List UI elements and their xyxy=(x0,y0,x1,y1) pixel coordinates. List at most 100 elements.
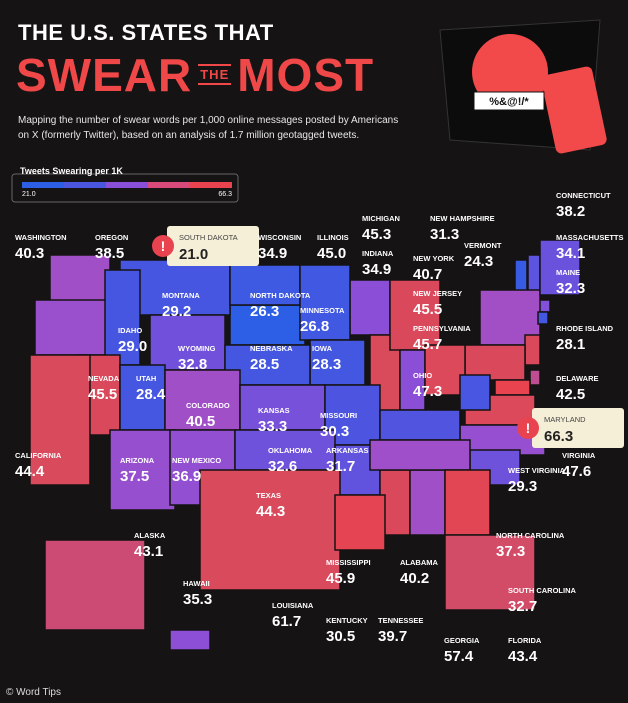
state-shape xyxy=(34,299,111,356)
state-shape xyxy=(494,379,531,396)
state-value: 45.5 xyxy=(413,301,442,318)
title-word: THE xyxy=(198,64,232,86)
state-name: PENNSYLVANIA xyxy=(413,324,471,333)
state-shape xyxy=(537,311,549,325)
state-value: 32.8 xyxy=(178,356,207,373)
state-name: NEW YORK xyxy=(413,254,455,263)
state-value: 66.3 xyxy=(544,428,573,445)
state-shape xyxy=(524,334,541,366)
state-name: MAINE xyxy=(556,268,580,277)
state-value: 31.3 xyxy=(430,226,459,243)
title-main: SWEAR THE MOST xyxy=(16,48,374,102)
state-shape xyxy=(444,469,491,536)
legend-swatch xyxy=(190,182,232,188)
state-value: 24.3 xyxy=(464,253,493,270)
state-value: 39.7 xyxy=(378,628,407,645)
state-name: OHIO xyxy=(413,371,432,380)
title-word: MOST xyxy=(237,49,375,101)
state-name: FLORIDA xyxy=(508,636,542,645)
state-name: MISSISSIPPI xyxy=(326,558,371,567)
state-name: ALASKA xyxy=(134,531,166,540)
state-shape xyxy=(379,409,461,441)
callout-mark: ! xyxy=(526,420,531,436)
state-name: ILLINOIS xyxy=(317,233,349,242)
state-name: MISSOURI xyxy=(320,411,357,420)
state-shape xyxy=(464,344,526,381)
state-shape xyxy=(29,354,91,486)
state-name: TEXAS xyxy=(256,491,281,500)
state-shape xyxy=(229,264,301,306)
state-value: 21.0 xyxy=(179,246,208,263)
state-value: 38.5 xyxy=(95,245,124,262)
state-name: OREGON xyxy=(95,233,128,242)
state-name: UTAH xyxy=(136,374,156,383)
state-name: NORTH CAROLINA xyxy=(496,531,565,540)
state-shape xyxy=(169,629,211,651)
state-value: 29.3 xyxy=(508,478,537,495)
state-name: NORTH DAKOTA xyxy=(250,291,311,300)
state-value: 40.2 xyxy=(400,570,429,587)
state-name: NEW JERSEY xyxy=(413,289,462,298)
state-name: CONNECTICUT xyxy=(556,191,611,200)
state-shape xyxy=(444,534,536,611)
state-value: 28.3 xyxy=(312,356,341,373)
state-shape xyxy=(334,494,386,551)
state-name: WISCONSIN xyxy=(258,233,301,242)
state-value: 45.5 xyxy=(88,386,117,403)
state-value: 57.4 xyxy=(444,648,474,665)
state-value: 28.4 xyxy=(136,386,166,403)
state-value: 45.9 xyxy=(326,570,355,587)
state-shape xyxy=(349,279,391,336)
state-value: 34.1 xyxy=(556,245,585,262)
state-value: 37.3 xyxy=(496,543,525,560)
state-value: 42.5 xyxy=(556,386,585,403)
state-name: MASSACHUSETTS xyxy=(556,233,624,242)
state-value: 43.1 xyxy=(134,543,163,560)
state-name: WEST VIRGINIA xyxy=(508,466,566,475)
state-shape xyxy=(234,429,336,471)
state-shape xyxy=(239,384,326,431)
state-shape xyxy=(539,239,581,296)
state-shape xyxy=(164,369,241,431)
footer: © Word Tips xyxy=(6,687,61,698)
state-name: ARKANSAS xyxy=(326,446,369,455)
state-value: 32.6 xyxy=(268,458,297,475)
state-value: 30.5 xyxy=(326,628,355,645)
state-value: 28.5 xyxy=(250,356,279,373)
state-name: HAWAII xyxy=(183,579,210,588)
state-name: VERMONT xyxy=(464,241,502,250)
state-shape xyxy=(399,349,426,411)
illustration: %&@!/* xyxy=(439,19,607,154)
title-word: SWEAR xyxy=(16,49,193,101)
state-name: MARYLAND xyxy=(544,415,586,424)
state-shape xyxy=(104,269,141,366)
state-name: ARIZONA xyxy=(120,456,155,465)
state-name: DELAWARE xyxy=(556,374,599,383)
state-value: 37.5 xyxy=(120,468,149,485)
state-name: ALABAMA xyxy=(400,558,438,567)
state-name: SOUTH DAKOTA xyxy=(179,233,238,242)
callout-badge xyxy=(517,417,539,439)
state-name: IOWA xyxy=(312,344,333,353)
state-value: 26.3 xyxy=(250,303,279,320)
state-shape xyxy=(409,469,446,536)
state-name: COLORADO xyxy=(186,401,230,410)
state-value: 28.1 xyxy=(556,336,585,353)
state-value: 44.3 xyxy=(256,503,285,520)
state-shape xyxy=(529,369,541,386)
state-name: VIRGINIA xyxy=(562,451,596,460)
title-line: THE U.S. STATES THAT xyxy=(18,20,274,45)
state-value: 36.9 xyxy=(172,468,201,485)
state-shape xyxy=(44,539,146,631)
state-value: 34.9 xyxy=(362,261,391,278)
legend-title: Tweets Swearing per 1K xyxy=(20,166,123,176)
state-name: MICHIGAN xyxy=(362,214,400,223)
state-value: 44.4 xyxy=(15,463,45,480)
state-value: 40.7 xyxy=(413,266,442,283)
state-shape xyxy=(459,374,491,411)
state-name: CALIFORNIA xyxy=(15,451,62,460)
state-shape xyxy=(199,469,341,591)
legend-box xyxy=(11,173,239,203)
callout-mark: ! xyxy=(161,238,166,254)
